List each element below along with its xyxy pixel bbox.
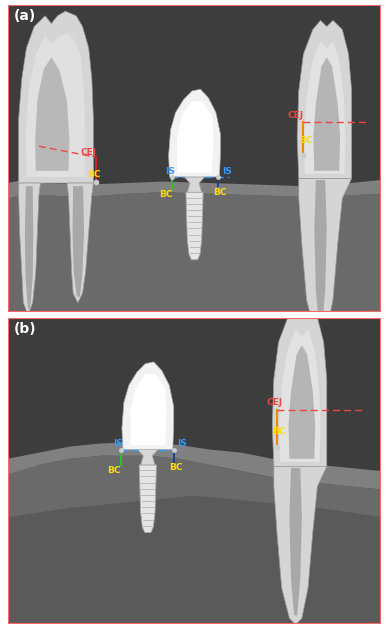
Polygon shape	[297, 20, 352, 178]
Polygon shape	[25, 186, 33, 309]
Polygon shape	[26, 33, 85, 177]
Text: BC: BC	[159, 190, 172, 199]
Polygon shape	[122, 362, 174, 450]
Polygon shape	[314, 57, 340, 171]
Polygon shape	[304, 42, 345, 174]
Polygon shape	[184, 177, 205, 192]
Text: CEJ: CEJ	[81, 148, 97, 157]
Text: IS: IS	[114, 439, 123, 448]
Polygon shape	[139, 465, 156, 533]
Text: CEJ: CEJ	[266, 398, 282, 407]
Text: BC: BC	[170, 463, 183, 472]
Polygon shape	[8, 456, 381, 624]
Polygon shape	[279, 330, 321, 462]
Polygon shape	[72, 186, 84, 297]
Text: BC: BC	[107, 465, 121, 475]
Text: IS: IS	[223, 167, 232, 176]
Polygon shape	[168, 89, 221, 177]
Polygon shape	[8, 180, 381, 198]
Text: BC: BC	[87, 170, 101, 179]
Polygon shape	[8, 192, 381, 312]
Polygon shape	[177, 101, 214, 172]
Polygon shape	[314, 180, 327, 327]
Polygon shape	[130, 374, 167, 445]
Text: IS: IS	[165, 167, 175, 176]
Text: (a): (a)	[14, 10, 36, 23]
Polygon shape	[186, 192, 203, 260]
Polygon shape	[8, 442, 381, 489]
Text: BC: BC	[213, 188, 227, 197]
Text: CEJ: CEJ	[288, 111, 304, 120]
Polygon shape	[35, 57, 69, 171]
Polygon shape	[19, 183, 40, 315]
Polygon shape	[274, 467, 327, 624]
Polygon shape	[67, 183, 93, 302]
Polygon shape	[138, 450, 158, 465]
Polygon shape	[299, 178, 352, 337]
Polygon shape	[289, 346, 315, 459]
Text: IS: IS	[177, 439, 187, 448]
Polygon shape	[8, 496, 381, 624]
Polygon shape	[272, 308, 327, 467]
Text: BC: BC	[272, 427, 286, 436]
Text: BC: BC	[299, 136, 312, 145]
Polygon shape	[19, 11, 93, 183]
Polygon shape	[289, 468, 302, 615]
Text: (b): (b)	[14, 322, 37, 336]
